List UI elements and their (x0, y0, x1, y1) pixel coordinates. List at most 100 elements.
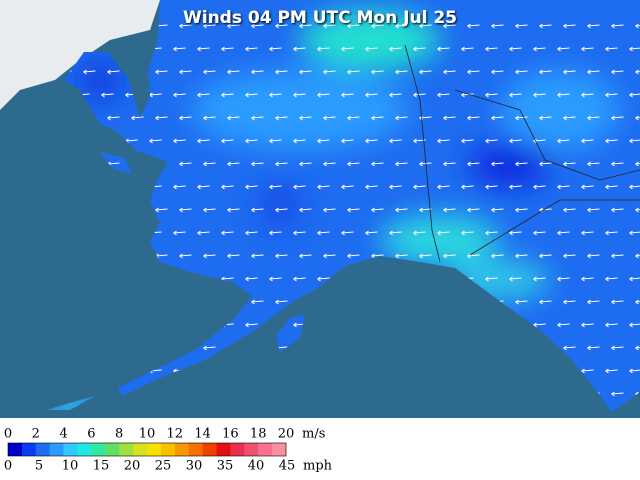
wind-arrow (245, 46, 258, 52)
wind-arrow (437, 92, 450, 98)
wind-arrow (443, 161, 456, 167)
wind-arrow (509, 184, 522, 190)
wind-arrow (299, 23, 312, 29)
wind-arrow (563, 23, 576, 29)
wind-arrow (203, 23, 216, 29)
wind-arrow (635, 299, 640, 305)
wind-arrow (605, 230, 618, 236)
wind-arrow (539, 207, 552, 213)
wind-arrow (317, 230, 330, 236)
colorbar-swatch (258, 443, 273, 456)
wind-arrow (581, 184, 594, 190)
wind-arrow (341, 46, 354, 52)
wind-arrow (515, 253, 528, 259)
wind-arrow (347, 115, 360, 121)
wind-arrow (323, 207, 336, 213)
wind-arrow (149, 92, 162, 98)
wind-arrow (155, 207, 168, 213)
wind-arrow (389, 138, 402, 144)
colorbar-swatch (63, 443, 78, 456)
colorbar-swatch (21, 443, 37, 456)
wind-arrow (203, 345, 216, 351)
wind-arrow (341, 184, 354, 190)
wind-arrow (467, 161, 480, 167)
wind-arrow (539, 115, 552, 121)
wind-arrow (587, 207, 600, 213)
mph-tick-label: 10 (62, 459, 79, 474)
wind-arrow (491, 207, 504, 213)
wind-arrow (461, 92, 474, 98)
wind-arrow (611, 253, 624, 259)
wind-arrow (557, 184, 570, 190)
wind-arrow (413, 184, 426, 190)
wind-arrow (539, 299, 552, 305)
mph-tick-label: 25 (155, 459, 172, 474)
colorbar-swatch (244, 443, 259, 456)
wind-arrow (491, 161, 504, 167)
wind-arrow (485, 138, 498, 144)
wind-arrow (173, 184, 186, 190)
colorbar-swatch (91, 443, 106, 456)
wind-arrow (245, 92, 258, 98)
wind-arrow (605, 276, 618, 282)
wind-arrow (443, 69, 456, 75)
wind-arrow (389, 184, 402, 190)
wind-arrow (371, 253, 384, 259)
wind-arrow (293, 276, 306, 282)
wind-arrow (293, 46, 306, 52)
wind-arrow (245, 276, 258, 282)
ms-tick-label: 20 (278, 427, 295, 442)
wind-arrow (389, 230, 402, 236)
wind-arrow (251, 253, 264, 259)
wind-arrow (323, 23, 336, 29)
wind-arrow (515, 207, 528, 213)
wind-arrow (485, 46, 498, 52)
wind-arrow (317, 46, 330, 52)
wind-arrow (371, 161, 384, 167)
wind-arrow (515, 69, 528, 75)
wind-arrow (581, 276, 594, 282)
wind-arrow (203, 161, 216, 167)
wind-arrow (419, 69, 432, 75)
wind-arrow (437, 46, 450, 52)
wind-arrow (227, 207, 240, 213)
wind-arrow (395, 23, 408, 29)
colorbar-swatch (35, 443, 50, 456)
wind-arrow (419, 207, 432, 213)
wind-arrow (587, 299, 600, 305)
wind-arrow (437, 184, 450, 190)
wind-arrow (611, 207, 624, 213)
wind-arrow (251, 299, 264, 305)
colorbar-swatch (216, 443, 231, 456)
wind-arrow (611, 161, 624, 167)
ms-tick-label: 6 (87, 427, 95, 442)
wind-arrow (347, 69, 360, 75)
wind-arrow (269, 230, 282, 236)
ms-tick-label: 4 (59, 427, 67, 442)
wind-arrow (509, 46, 522, 52)
wind-arrow (605, 46, 618, 52)
wind-arrow (203, 253, 216, 259)
wind-arrow (533, 322, 546, 328)
wind-arrow (227, 69, 240, 75)
wind-arrow (419, 23, 432, 29)
wind-arrow (251, 207, 264, 213)
wind-arrow (173, 138, 186, 144)
colorbar-swatch (272, 443, 287, 456)
wind-arrow (467, 253, 480, 259)
wind-arrow (563, 299, 576, 305)
wind-arrow (413, 46, 426, 52)
wind-arrow (227, 253, 240, 259)
wind-arrow (539, 161, 552, 167)
wind-arrow (563, 253, 576, 259)
map-title: Winds 04 PM UTC Mon Jul 25 (183, 8, 457, 28)
wind-arrow (605, 368, 618, 374)
wind-arrow (587, 23, 600, 29)
wind-arrow (611, 69, 624, 75)
wind-arrow (173, 230, 186, 236)
wind-arrow (587, 161, 600, 167)
wind-arrow (485, 276, 498, 282)
wind-arrow (443, 253, 456, 259)
wind-arrow (293, 138, 306, 144)
wind-arrow (485, 92, 498, 98)
